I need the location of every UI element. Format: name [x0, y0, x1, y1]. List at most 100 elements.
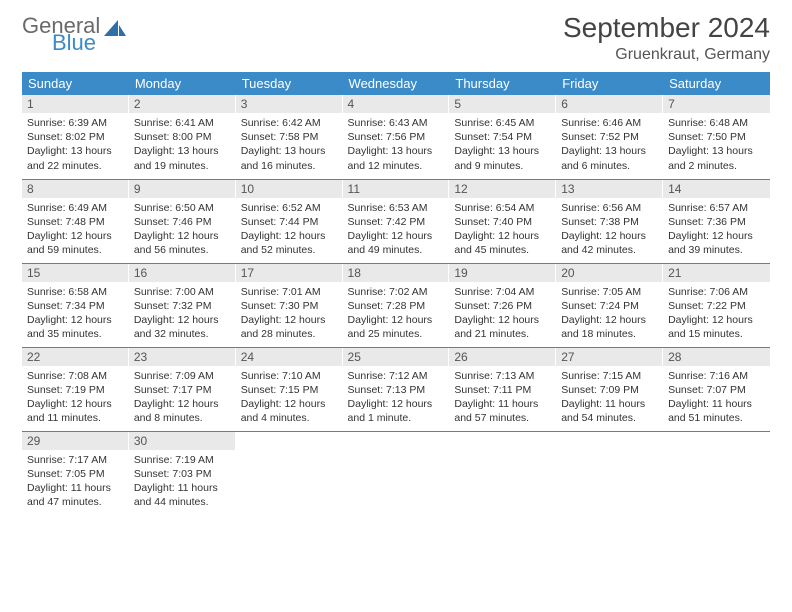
- weekday-header: Monday: [129, 72, 236, 95]
- daylight-text: Daylight: 13 hours and 16 minutes.: [241, 144, 338, 172]
- calendar-cell: 13Sunrise: 6:56 AMSunset: 7:38 PMDayligh…: [556, 179, 663, 263]
- day-data: Sunrise: 7:16 AMSunset: 7:07 PMDaylight:…: [663, 366, 770, 430]
- calendar-row: 22Sunrise: 7:08 AMSunset: 7:19 PMDayligh…: [22, 347, 770, 431]
- day-number: 15: [22, 264, 129, 282]
- calendar-cell: 30Sunrise: 7:19 AMSunset: 7:03 PMDayligh…: [129, 431, 236, 515]
- daylight-text: Daylight: 12 hours and 59 minutes.: [27, 229, 124, 257]
- day-data: Sunrise: 6:50 AMSunset: 7:46 PMDaylight:…: [129, 198, 236, 262]
- calendar-cell: 9Sunrise: 6:50 AMSunset: 7:46 PMDaylight…: [129, 179, 236, 263]
- day-data: Sunrise: 6:48 AMSunset: 7:50 PMDaylight:…: [663, 113, 770, 177]
- sunset-text: Sunset: 7:58 PM: [241, 130, 338, 144]
- day-number: 29: [22, 432, 129, 450]
- daylight-text: Daylight: 12 hours and 52 minutes.: [241, 229, 338, 257]
- day-data: Sunrise: 7:13 AMSunset: 7:11 PMDaylight:…: [449, 366, 556, 430]
- day-data: Sunrise: 6:43 AMSunset: 7:56 PMDaylight:…: [343, 113, 450, 177]
- sunset-text: Sunset: 7:09 PM: [561, 383, 658, 397]
- daylight-text: Daylight: 11 hours and 51 minutes.: [668, 397, 765, 425]
- day-number: 9: [129, 180, 236, 198]
- daylight-text: Daylight: 12 hours and 39 minutes.: [668, 229, 765, 257]
- calendar-cell: 23Sunrise: 7:09 AMSunset: 7:17 PMDayligh…: [129, 347, 236, 431]
- location: Gruenkraut, Germany: [563, 46, 770, 64]
- day-number: 23: [129, 348, 236, 366]
- sunrise-text: Sunrise: 7:00 AM: [134, 285, 231, 299]
- day-data: Sunrise: 7:05 AMSunset: 7:24 PMDaylight:…: [556, 282, 663, 346]
- sunset-text: Sunset: 7:44 PM: [241, 215, 338, 229]
- brand-logo: General Blue: [22, 16, 126, 54]
- daylight-text: Daylight: 13 hours and 19 minutes.: [134, 144, 231, 172]
- sunrise-text: Sunrise: 7:08 AM: [27, 369, 124, 383]
- sunset-text: Sunset: 7:03 PM: [134, 467, 231, 481]
- day-number: 30: [129, 432, 236, 450]
- sunset-text: Sunset: 7:46 PM: [134, 215, 231, 229]
- sunrise-text: Sunrise: 6:56 AM: [561, 201, 658, 215]
- day-number: 17: [236, 264, 343, 282]
- sunrise-text: Sunrise: 6:45 AM: [454, 116, 551, 130]
- day-number: 5: [449, 95, 556, 113]
- calendar-cell: [236, 431, 343, 515]
- daylight-text: Daylight: 13 hours and 9 minutes.: [454, 144, 551, 172]
- sunset-text: Sunset: 8:02 PM: [27, 130, 124, 144]
- sunset-text: Sunset: 8:00 PM: [134, 130, 231, 144]
- day-number: 13: [556, 180, 663, 198]
- calendar-cell: [556, 431, 663, 515]
- sunset-text: Sunset: 7:56 PM: [348, 130, 445, 144]
- sunrise-text: Sunrise: 6:52 AM: [241, 201, 338, 215]
- calendar-cell: [449, 431, 556, 515]
- logo-text: General Blue: [22, 16, 100, 54]
- sunset-text: Sunset: 7:48 PM: [27, 215, 124, 229]
- calendar-cell: 27Sunrise: 7:15 AMSunset: 7:09 PMDayligh…: [556, 347, 663, 431]
- day-data: Sunrise: 6:58 AMSunset: 7:34 PMDaylight:…: [22, 282, 129, 346]
- calendar-row: 29Sunrise: 7:17 AMSunset: 7:05 PMDayligh…: [22, 431, 770, 515]
- calendar-cell: 5Sunrise: 6:45 AMSunset: 7:54 PMDaylight…: [449, 95, 556, 179]
- day-data: Sunrise: 7:15 AMSunset: 7:09 PMDaylight:…: [556, 366, 663, 430]
- day-number: 16: [129, 264, 236, 282]
- daylight-text: Daylight: 12 hours and 8 minutes.: [134, 397, 231, 425]
- sunrise-text: Sunrise: 7:04 AM: [454, 285, 551, 299]
- sunset-text: Sunset: 7:40 PM: [454, 215, 551, 229]
- day-data: Sunrise: 7:08 AMSunset: 7:19 PMDaylight:…: [22, 366, 129, 430]
- weekday-header: Tuesday: [236, 72, 343, 95]
- daylight-text: Daylight: 12 hours and 42 minutes.: [561, 229, 658, 257]
- day-data: Sunrise: 7:02 AMSunset: 7:28 PMDaylight:…: [343, 282, 450, 346]
- sunset-text: Sunset: 7:50 PM: [668, 130, 765, 144]
- weekday-header: Thursday: [449, 72, 556, 95]
- day-number: 14: [663, 180, 770, 198]
- sunset-text: Sunset: 7:24 PM: [561, 299, 658, 313]
- weekday-header: Friday: [556, 72, 663, 95]
- sunset-text: Sunset: 7:05 PM: [27, 467, 124, 481]
- day-data: Sunrise: 7:09 AMSunset: 7:17 PMDaylight:…: [129, 366, 236, 430]
- calendar-row: 15Sunrise: 6:58 AMSunset: 7:34 PMDayligh…: [22, 263, 770, 347]
- sunrise-text: Sunrise: 7:16 AM: [668, 369, 765, 383]
- daylight-text: Daylight: 11 hours and 54 minutes.: [561, 397, 658, 425]
- logo-word-blue: Blue: [52, 33, 100, 54]
- day-number: 7: [663, 95, 770, 113]
- calendar-row: 8Sunrise: 6:49 AMSunset: 7:48 PMDaylight…: [22, 179, 770, 263]
- daylight-text: Daylight: 12 hours and 56 minutes.: [134, 229, 231, 257]
- sunset-text: Sunset: 7:38 PM: [561, 215, 658, 229]
- day-number: 3: [236, 95, 343, 113]
- sunrise-text: Sunrise: 6:46 AM: [561, 116, 658, 130]
- calendar-cell: 4Sunrise: 6:43 AMSunset: 7:56 PMDaylight…: [343, 95, 450, 179]
- daylight-text: Daylight: 13 hours and 2 minutes.: [668, 144, 765, 172]
- daylight-text: Daylight: 13 hours and 12 minutes.: [348, 144, 445, 172]
- weekday-header-row: Sunday Monday Tuesday Wednesday Thursday…: [22, 72, 770, 95]
- daylight-text: Daylight: 12 hours and 1 minute.: [348, 397, 445, 425]
- sunrise-text: Sunrise: 7:05 AM: [561, 285, 658, 299]
- calendar-cell: 8Sunrise: 6:49 AMSunset: 7:48 PMDaylight…: [22, 179, 129, 263]
- month-title: September 2024: [563, 12, 770, 44]
- daylight-text: Daylight: 12 hours and 45 minutes.: [454, 229, 551, 257]
- daylight-text: Daylight: 12 hours and 21 minutes.: [454, 313, 551, 341]
- day-data: Sunrise: 7:04 AMSunset: 7:26 PMDaylight:…: [449, 282, 556, 346]
- calendar-cell: [343, 431, 450, 515]
- day-number: 21: [663, 264, 770, 282]
- day-data: Sunrise: 6:56 AMSunset: 7:38 PMDaylight:…: [556, 198, 663, 262]
- calendar-cell: [663, 431, 770, 515]
- calendar-cell: 12Sunrise: 6:54 AMSunset: 7:40 PMDayligh…: [449, 179, 556, 263]
- title-block: September 2024 Gruenkraut, Germany: [563, 12, 770, 64]
- calendar-cell: 10Sunrise: 6:52 AMSunset: 7:44 PMDayligh…: [236, 179, 343, 263]
- daylight-text: Daylight: 11 hours and 44 minutes.: [134, 481, 231, 509]
- day-number: 8: [22, 180, 129, 198]
- sunrise-text: Sunrise: 6:42 AM: [241, 116, 338, 130]
- day-number: 26: [449, 348, 556, 366]
- daylight-text: Daylight: 12 hours and 11 minutes.: [27, 397, 124, 425]
